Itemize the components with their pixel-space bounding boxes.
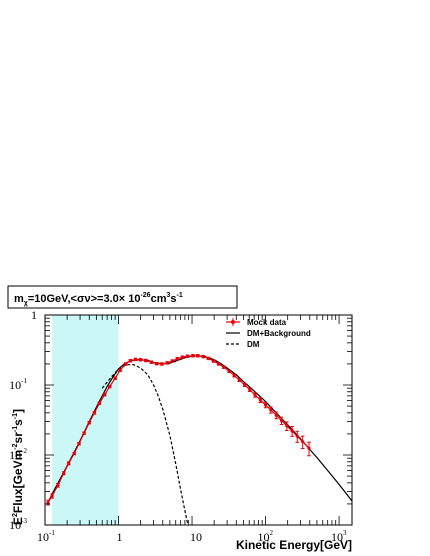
y-tick-label: 1 [31,308,37,322]
data-point [113,376,117,380]
shaded-region-layer [52,315,119,525]
data-point [133,357,138,362]
data-point [87,421,91,425]
series-layer [46,354,352,525]
data-point [103,392,107,397]
y-axis-title: E2Flux[GeVm-2sr-1s-1] [11,409,25,525]
x-tick-label: 1 [117,530,123,544]
data-point [253,393,257,397]
data-point [279,419,284,423]
data-point [46,500,50,505]
data-point [128,359,132,363]
shaded-region [52,315,119,525]
x-tick-label: 10-1 [37,529,55,544]
data-point [263,403,268,407]
data-point [301,440,305,444]
plot-border [44,314,353,526]
data-point [222,365,226,369]
data-point [50,494,54,498]
data-point [227,369,231,373]
legend-entry: Mock data [226,318,287,327]
data-point [155,362,159,366]
data-point [67,461,71,465]
data-point [201,354,205,359]
legend-entry: DM+Background [226,329,311,338]
data-point [307,446,311,450]
data-point [191,354,195,358]
title-text: mχ=10GeV,<σν>=3.0× 10-26cm3s-1 [14,292,183,307]
data-point [211,359,216,363]
data-point [124,362,128,366]
data-point [290,429,294,433]
legend-label: DM [247,340,260,349]
data-point [165,361,169,365]
x-axis-title: Kinetic Energy[GeV] [236,538,352,552]
data-point [139,358,143,362]
y-tick-label: 10-1 [9,377,27,392]
axis-ticks [44,314,352,526]
data-point [185,354,190,358]
data-point [144,358,148,363]
data-point [217,362,221,366]
data-point [196,354,200,358]
legend-label: Mock data [247,318,287,327]
title-box [7,285,238,309]
series-dm-curve [101,364,189,525]
data-point [56,483,60,487]
data-point [175,357,179,361]
tick-labels: 10-1 1 10 102 103 10-3 10-2 10-1 1 [9,308,347,544]
data-point [149,360,153,364]
data-point [243,383,247,387]
data-point [258,398,262,402]
data-point [82,431,86,435]
legend-label: DM+Background [247,329,311,338]
data-point [237,378,241,382]
data-point [285,424,289,428]
data-point [62,471,66,475]
data-point [269,408,273,412]
data-point [248,387,252,392]
data-point [160,362,164,366]
legend-swatch-marker [231,320,235,324]
data-point [108,384,112,389]
data-point [92,411,97,415]
legend: Mock data DM+Background DM [226,318,311,349]
series-mock-data [46,354,311,506]
y-tick-label: 10-2 [9,447,27,462]
data-point [97,401,102,405]
plot-frame [44,314,353,526]
x-tick-label: 103 [331,529,347,544]
data-point [180,355,185,359]
data-point [232,373,236,378]
x-tick-label: 102 [258,529,274,544]
data-point [72,451,76,456]
legend-entry: DM [226,340,260,349]
chart-title: mχ=10GeV,<σν>=3.0× 10-26cm3s-1 [7,285,238,309]
data-point [206,356,211,360]
data-point [77,442,81,446]
data-point [118,368,122,372]
y-tick-label: 10-3 [9,517,27,532]
data-point [295,434,299,438]
data-point [170,359,174,363]
x-tick-label: 10 [190,530,202,544]
data-point [274,413,278,417]
